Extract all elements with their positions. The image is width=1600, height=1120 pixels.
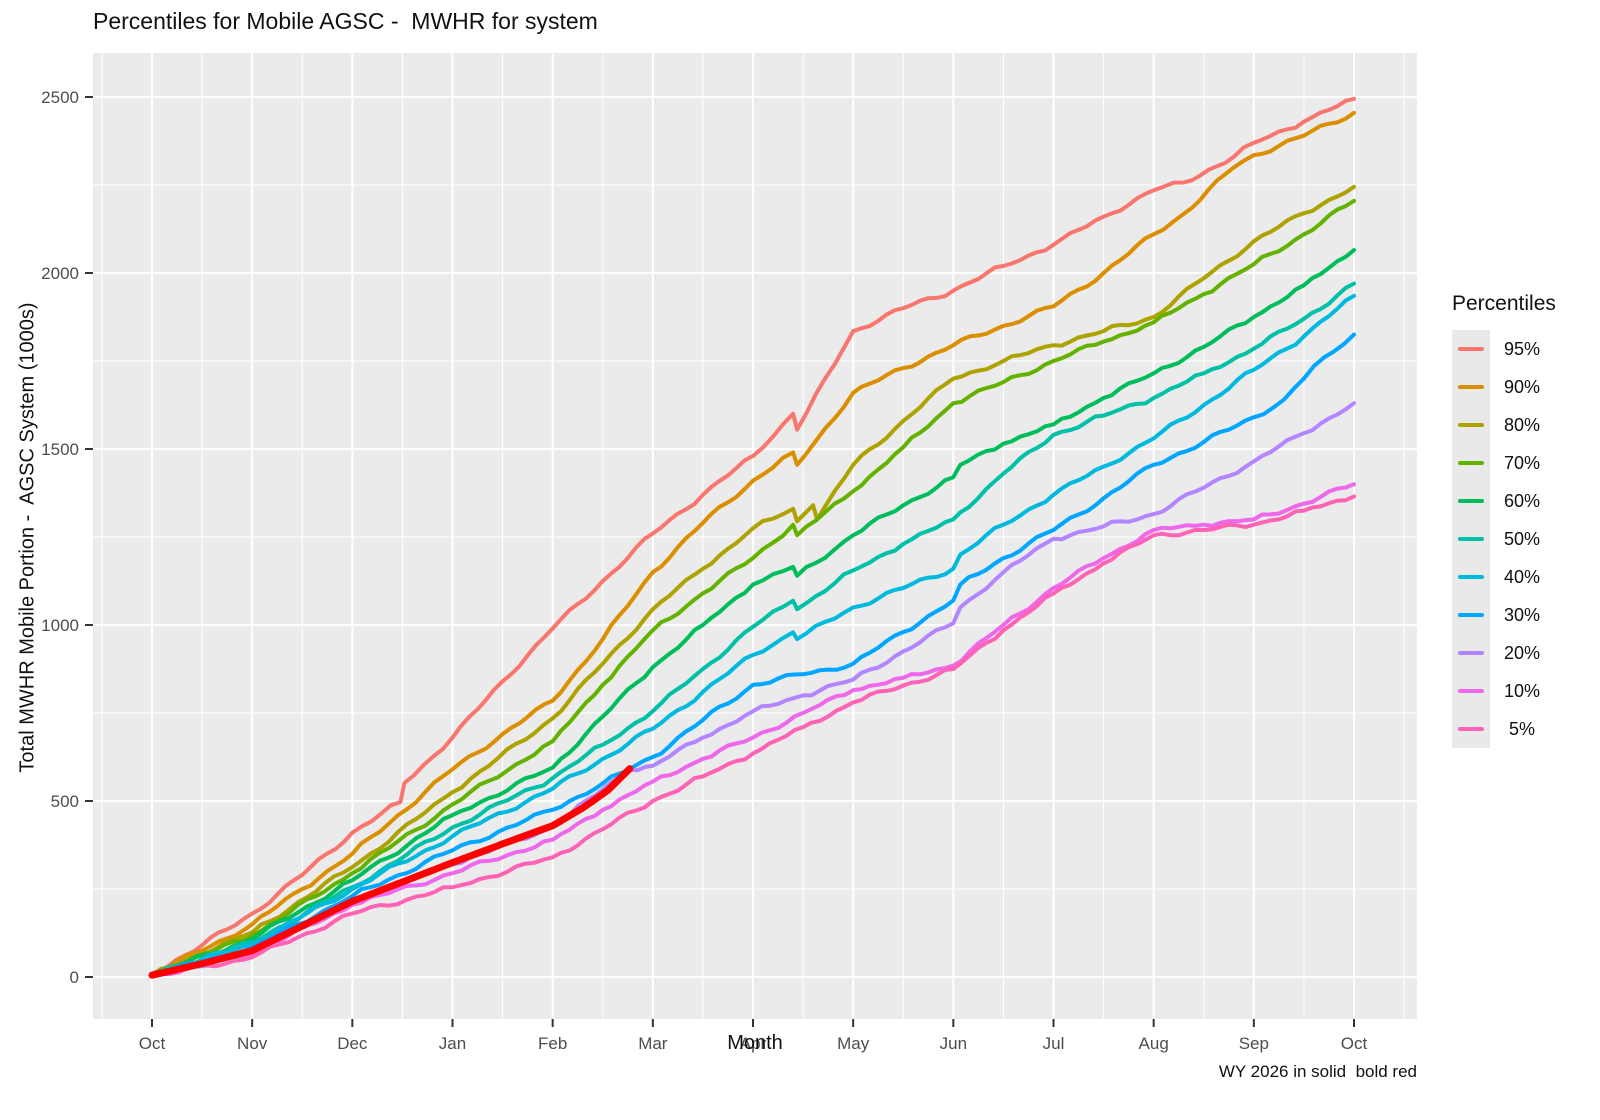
legend-item-label: 80% xyxy=(1504,414,1541,435)
x-tick-label: Oct xyxy=(1341,1034,1368,1053)
legend-item-95-percent: 95% xyxy=(1452,330,1556,368)
legend-key-swatch xyxy=(1452,482,1490,520)
legend-item-80-percent: 80% xyxy=(1452,406,1556,444)
legend-line-icon xyxy=(1458,347,1484,351)
x-tick-label: Sep xyxy=(1239,1034,1269,1053)
legend-line-icon xyxy=(1458,385,1484,389)
x-axis-title: Month xyxy=(727,1032,783,1054)
legend-item-60-percent: 60% xyxy=(1452,482,1556,520)
legend-key-swatch xyxy=(1452,406,1490,444)
legend-item-label: 40% xyxy=(1504,566,1541,587)
x-tick-label: Nov xyxy=(237,1034,268,1053)
series-lines xyxy=(148,96,1356,979)
x-tick-label: Jun xyxy=(940,1034,967,1053)
highlight-line-wy-2026 xyxy=(148,765,634,979)
legend-line-icon xyxy=(1458,651,1484,655)
axes: Oct Nov Dec Jan Feb Mar Apr May Jun Jul Aug Sep Oct 0… xyxy=(41,88,1367,1053)
percentile-line-60-percent xyxy=(150,248,1356,977)
legend-item-label: 30% xyxy=(1504,604,1541,625)
x-tick-label: Apr xyxy=(740,1034,767,1053)
y-tick-label: 0 xyxy=(70,968,79,987)
x-tick-label: Jul xyxy=(1043,1034,1065,1053)
legend-item-40-percent: 40% xyxy=(1452,558,1556,596)
legend-key-swatch xyxy=(1452,330,1490,368)
percentile-line-90-percent xyxy=(150,110,1356,977)
y-tick-label: 1000 xyxy=(41,616,79,635)
legend-line-icon xyxy=(1458,423,1484,427)
gridlines xyxy=(93,53,1417,1019)
y-tick-label: 1500 xyxy=(41,440,79,459)
legend-item-label: 10% xyxy=(1504,680,1541,701)
legend-item-10-percent: 10% xyxy=(1452,672,1556,710)
x-tick-label: Feb xyxy=(538,1034,567,1053)
legend-item-label: 90% xyxy=(1504,376,1541,397)
x-tick-label: Dec xyxy=(337,1034,368,1053)
legend-item-30-percent: 30% xyxy=(1452,596,1556,634)
y-tick-label: 2500 xyxy=(41,88,79,107)
legend-item-label: 50% xyxy=(1504,528,1541,549)
caption-note: WY 2026 in solid bold red xyxy=(1218,1062,1417,1081)
y-tick-label: 2000 xyxy=(41,264,79,283)
legend-items: 95% 90% 80% 70% 60% 50% 40% 30% 20% 10% 5% xyxy=(1452,330,1556,748)
panel-background xyxy=(93,53,1417,1019)
legend-item-70-percent: 70% xyxy=(1452,444,1556,482)
chart-title: Percentiles for Mobile AGSC - MWHR for s… xyxy=(93,8,598,34)
legend: Percentiles 95% 90% 80% 70% 60% 50% 40% 30% 20% 1… xyxy=(1452,292,1556,748)
percentile-line-40-percent xyxy=(150,293,1356,978)
legend-title: Percentiles xyxy=(1452,292,1556,315)
percentile-line-80-percent xyxy=(150,184,1356,977)
y-tick-label: 500 xyxy=(51,792,79,811)
x-tick-label: Aug xyxy=(1139,1034,1169,1053)
legend-line-icon xyxy=(1458,613,1484,617)
legend-item-50-percent: 50% xyxy=(1452,520,1556,558)
legend-key-swatch xyxy=(1452,672,1490,710)
legend-key-swatch xyxy=(1452,444,1490,482)
legend-key-swatch xyxy=(1452,368,1490,406)
legend-key-swatch xyxy=(1452,520,1490,558)
percentile-line-10-percent xyxy=(150,482,1356,978)
legend-item-label: 95% xyxy=(1504,338,1541,359)
legend-item-label: 60% xyxy=(1504,490,1541,511)
legend-item-label: 5% xyxy=(1504,718,1536,739)
legend-item-20-percent: 20% xyxy=(1452,634,1556,672)
legend-item-90-percent: 90% xyxy=(1452,368,1556,406)
percentile-line-5-percent xyxy=(150,494,1356,979)
y-axis-title: Total MWHR Mobile Portion - AGSC System … xyxy=(16,302,39,773)
legend-key-swatch xyxy=(1452,634,1490,672)
percentile-line-30-percent xyxy=(150,332,1356,978)
percentile-line-95-percent xyxy=(150,96,1356,976)
x-tick-label: Jan xyxy=(439,1034,466,1053)
legend-item-label: 70% xyxy=(1504,452,1541,473)
legend-key-swatch xyxy=(1452,558,1490,596)
x-tick-label: Oct xyxy=(139,1034,166,1053)
legend-line-icon xyxy=(1458,575,1484,579)
legend-line-icon xyxy=(1458,461,1484,465)
legend-key-swatch xyxy=(1452,710,1490,748)
percentile-line-70-percent xyxy=(150,198,1356,977)
legend-key-swatch xyxy=(1452,596,1490,634)
legend-line-icon xyxy=(1458,537,1484,541)
legend-item-label: 20% xyxy=(1504,642,1541,663)
legend-line-icon xyxy=(1458,727,1484,731)
legend-item-5-percent: 5% xyxy=(1452,710,1556,748)
legend-line-icon xyxy=(1458,499,1484,503)
x-tick-label: May xyxy=(837,1034,870,1053)
x-tick-label: Mar xyxy=(638,1034,668,1053)
legend-line-icon xyxy=(1458,689,1484,693)
